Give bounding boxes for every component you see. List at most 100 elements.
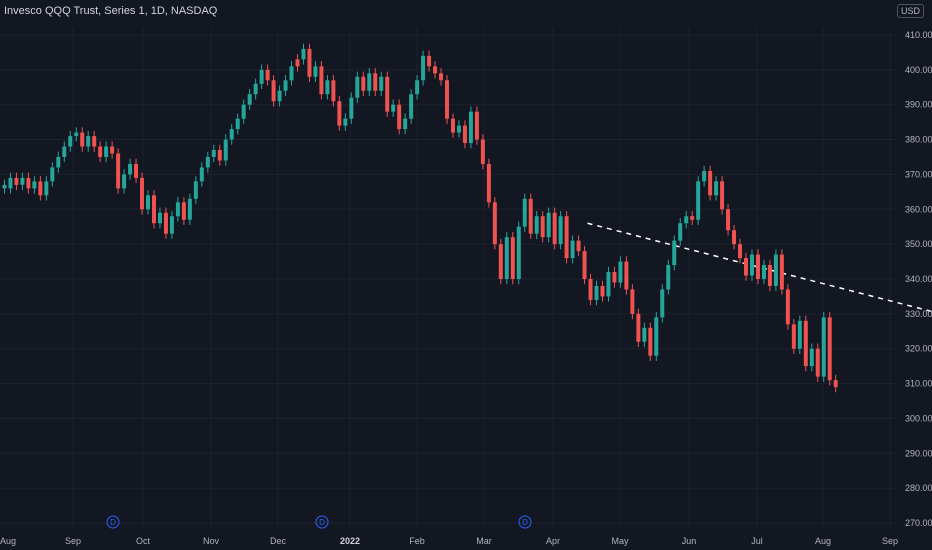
candle-body[interactable]	[696, 181, 701, 220]
candle-body[interactable]	[516, 226, 521, 279]
candle-body[interactable]	[217, 150, 222, 161]
candle-body[interactable]	[295, 59, 300, 67]
candle-body[interactable]	[325, 80, 330, 95]
candle-body[interactable]	[146, 195, 151, 210]
candle-body[interactable]	[331, 80, 336, 102]
candle-body[interactable]	[636, 313, 641, 342]
currency-badge[interactable]: USD	[896, 4, 924, 18]
candle-body[interactable]	[504, 237, 509, 279]
candle-body[interactable]	[522, 198, 527, 227]
candle-body[interactable]	[803, 320, 808, 367]
candle-body[interactable]	[558, 216, 563, 245]
candle-body[interactable]	[187, 198, 192, 220]
candle-body[interactable]	[708, 170, 713, 196]
candle-body[interactable]	[642, 327, 647, 342]
candle-body[interactable]	[761, 265, 766, 279]
candle-body[interactable]	[445, 80, 450, 119]
candle-body[interactable]	[385, 76, 390, 112]
candle-body[interactable]	[14, 177, 19, 185]
candle-body[interactable]	[702, 170, 707, 182]
candle-body[interactable]	[20, 177, 25, 185]
candle-body[interactable]	[779, 254, 784, 290]
candle-body[interactable]	[403, 118, 408, 130]
candle-body[interactable]	[367, 73, 372, 91]
candle-body[interactable]	[582, 251, 587, 279]
candle-body[interactable]	[540, 216, 545, 238]
dividend-marker[interactable]: D	[106, 515, 120, 529]
candle-body[interactable]	[343, 118, 348, 126]
candle-body[interactable]	[714, 181, 719, 196]
candle-body[interactable]	[307, 48, 312, 77]
candle-body[interactable]	[450, 118, 455, 133]
candle-body[interactable]	[690, 216, 695, 220]
candle-body[interactable]	[749, 254, 754, 276]
candle-body[interactable]	[773, 254, 778, 286]
candle-body[interactable]	[253, 83, 258, 95]
candle-body[interactable]	[576, 240, 581, 252]
candle-body[interactable]	[678, 223, 683, 241]
candle-body[interactable]	[821, 317, 826, 377]
candle-body[interactable]	[630, 289, 635, 314]
candle-body[interactable]	[624, 261, 629, 290]
candle-body[interactable]	[271, 80, 276, 102]
candle-body[interactable]	[301, 48, 306, 60]
candle-body[interactable]	[552, 212, 557, 245]
candle-body[interactable]	[140, 177, 145, 210]
candle-body[interactable]	[122, 174, 127, 189]
candle-body[interactable]	[833, 380, 838, 388]
candle-body[interactable]	[229, 129, 234, 140]
candle-body[interactable]	[480, 139, 485, 164]
candle-body[interactable]	[349, 97, 354, 119]
candle-body[interactable]	[397, 104, 402, 130]
candle-body[interactable]	[588, 279, 593, 300]
candle-body[interactable]	[38, 181, 43, 196]
candle-body[interactable]	[791, 324, 796, 349]
candle-body[interactable]	[74, 132, 79, 137]
candle-body[interactable]	[50, 167, 55, 182]
candle-body[interactable]	[606, 272, 611, 297]
candle-body[interactable]	[92, 136, 97, 147]
candle-body[interactable]	[797, 320, 802, 349]
candle-body[interactable]	[732, 230, 737, 245]
candle-body[interactable]	[510, 237, 515, 279]
candle-body[interactable]	[660, 289, 665, 318]
candle-body[interactable]	[767, 265, 772, 286]
candle-body[interactable]	[654, 317, 659, 356]
candle-body[interactable]	[439, 73, 444, 81]
candle-body[interactable]	[534, 216, 539, 234]
candle-body[interactable]	[44, 181, 49, 196]
candle-body[interactable]	[193, 181, 198, 199]
candle-body[interactable]	[738, 244, 743, 259]
candle-body[interactable]	[169, 216, 174, 234]
candle-body[interactable]	[68, 136, 73, 147]
candle-body[interactable]	[373, 73, 378, 91]
candle-body[interactable]	[313, 66, 318, 77]
candle-body[interactable]	[612, 272, 617, 283]
candle-body[interactable]	[62, 146, 67, 157]
candle-body[interactable]	[462, 125, 467, 144]
candle-body[interactable]	[570, 240, 575, 259]
candle-body[interactable]	[110, 146, 115, 154]
candle-body[interactable]	[648, 327, 653, 356]
dividend-marker[interactable]: D	[518, 515, 532, 529]
candle-body[interactable]	[163, 212, 168, 234]
candle-body[interactable]	[247, 94, 252, 105]
candle-body[interactable]	[2, 184, 7, 189]
candle-body[interactable]	[409, 94, 414, 119]
candle-body[interactable]	[785, 289, 790, 325]
candle-body[interactable]	[594, 285, 599, 300]
candle-body[interactable]	[175, 202, 180, 217]
candle-body[interactable]	[32, 181, 37, 189]
candle-body[interactable]	[80, 132, 85, 147]
candle-body[interactable]	[211, 150, 216, 157]
candle-body[interactable]	[205, 156, 210, 168]
candle-body[interactable]	[337, 101, 342, 126]
candle-body[interactable]	[492, 202, 497, 245]
candle-body[interactable]	[474, 111, 479, 140]
candle-body[interactable]	[468, 111, 473, 144]
candle-body[interactable]	[755, 254, 760, 279]
candle-body[interactable]	[199, 167, 204, 182]
candle-body[interactable]	[684, 216, 689, 224]
